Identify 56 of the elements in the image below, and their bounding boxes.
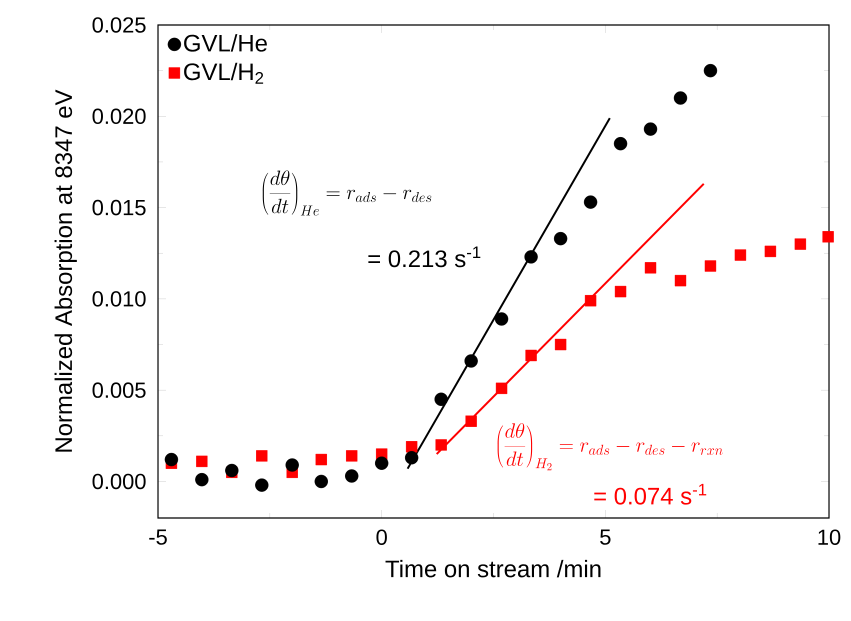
x-axis-title: Time on stream /min	[386, 560, 600, 578]
point	[465, 416, 477, 427]
y-axis-title: Normalized Absorption at 8347 eV	[54, 90, 77, 452]
point	[674, 274, 686, 286]
point	[345, 469, 358, 483]
x-tick-label: 10	[818, 529, 840, 546]
point	[195, 472, 209, 486]
point	[164, 452, 178, 466]
point	[704, 64, 718, 78]
y-tick-label: 0.010	[92, 291, 146, 307]
point	[316, 454, 327, 466]
point	[584, 295, 596, 306]
point	[644, 262, 656, 274]
x-tick-label: 0	[376, 529, 387, 546]
point	[734, 249, 746, 261]
x-tick-label: -5	[149, 529, 167, 545]
point	[256, 450, 268, 462]
y-tick-label: 0.020	[92, 108, 146, 124]
point	[704, 260, 716, 272]
legend-label: GVL/He	[184, 34, 267, 52]
annotation: $\left(\frac{d\theta}{dt}\right)_{H_2} = r_{ads} - r_{des} - r_{rxn}$	[498, 423, 723, 470]
point	[614, 136, 628, 150]
point	[435, 439, 447, 451]
point	[314, 474, 328, 488]
point	[525, 350, 537, 362]
point	[225, 464, 239, 478]
y-tick-label: 0.005	[92, 382, 146, 398]
point	[404, 451, 418, 464]
y-tick-label: 0.015	[92, 200, 146, 216]
point	[644, 122, 658, 136]
point	[494, 312, 508, 326]
point	[496, 382, 508, 394]
point	[614, 286, 626, 298]
point	[255, 478, 268, 492]
annotation: = 0.074 s$^{-1}$	[594, 484, 706, 505]
point	[554, 338, 566, 350]
y-tick-label: 0.025	[92, 17, 146, 33]
point	[286, 458, 299, 472]
point	[794, 238, 806, 250]
annotation: $\left(\frac{d\theta}{dt}\right)_{He} = r_{ads} - r_{des}$	[262, 170, 432, 216]
point	[674, 91, 688, 105]
point	[524, 250, 538, 264]
point	[196, 456, 208, 468]
x-tick-label: 5	[600, 529, 611, 545]
point	[464, 354, 478, 368]
point	[346, 450, 358, 462]
annotation: = 0.213 s$^{-1}$	[368, 246, 480, 268]
point	[554, 232, 568, 246]
point	[584, 195, 598, 209]
y-tick-label: 0.000	[92, 474, 146, 490]
point	[434, 392, 448, 406]
legend-label: GVL/H$_{2}$	[184, 62, 264, 84]
point	[406, 441, 418, 452]
point	[822, 231, 834, 242]
point	[764, 246, 776, 258]
point	[374, 456, 388, 470]
